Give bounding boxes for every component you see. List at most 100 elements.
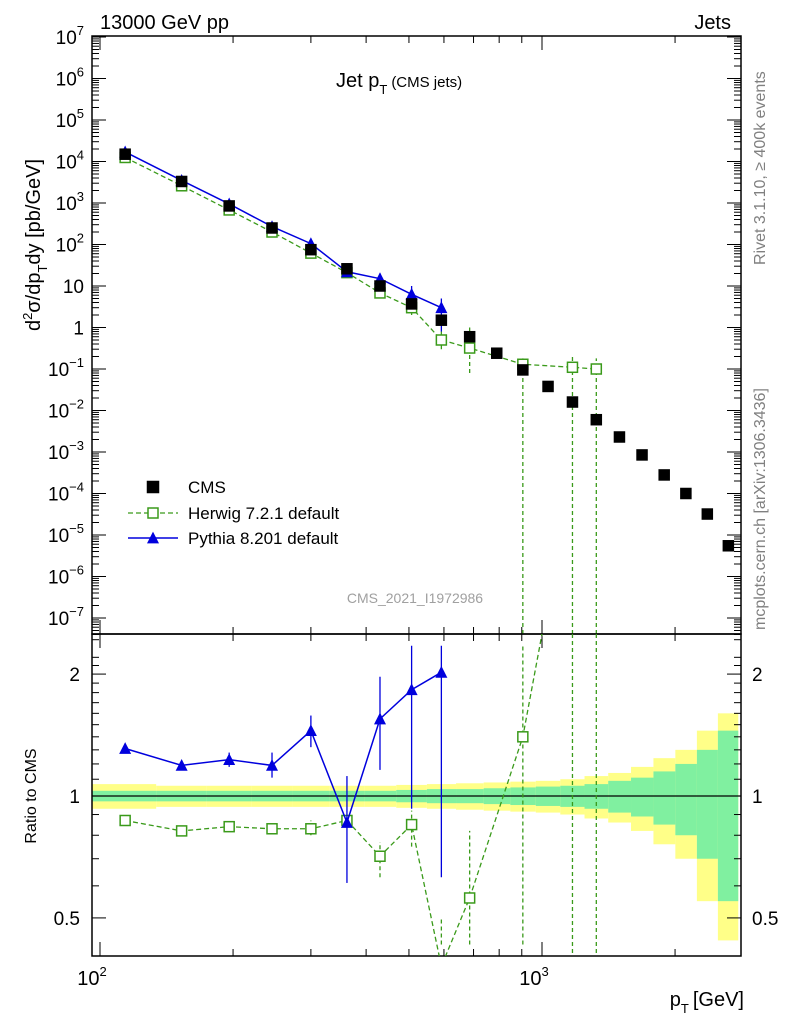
main-y-ticks: 10710610510410310210110−110−210−310−410−…	[48, 23, 741, 641]
ratio-y-ticks: 0.5 0.5 1 1 2 2	[54, 656, 778, 930]
ratio-y-axis-label: Ratio to CMS	[23, 748, 40, 843]
cms-point	[658, 469, 670, 481]
legend-label-pythia: Pythia 8.201 default	[188, 529, 339, 548]
ratio-frame	[91, 633, 742, 957]
legend-label-cms: CMS	[188, 478, 226, 497]
ratio-pythia-point	[119, 742, 132, 754]
x-tick-label: 103	[519, 964, 548, 990]
cms-point	[266, 222, 278, 234]
legend-marker-herwig	[147, 507, 159, 519]
ratio-herwig-point	[175, 825, 188, 837]
x-axis-label: pT [GeV]	[670, 989, 744, 1016]
cms-point	[722, 540, 735, 552]
legend-marker-pythia	[147, 531, 159, 544]
cms-point	[374, 280, 386, 292]
y-tick-label: 10−6	[48, 563, 84, 589]
ratio-herwig-point	[374, 850, 386, 862]
y-tick-label: 105	[56, 106, 84, 132]
cms-point	[590, 413, 603, 426]
ratio-pythia-point	[435, 665, 448, 678]
y-tick-label: 107	[56, 23, 84, 49]
herwig-point	[463, 342, 476, 354]
ratio-pythia-point	[340, 816, 353, 828]
ratio-pythia-point	[223, 753, 236, 765]
cms-point	[175, 175, 188, 188]
ratio-pythia-point	[175, 759, 188, 771]
ratio-herwig-point	[405, 818, 418, 831]
ratio-y-tick-label: 0.5	[54, 909, 80, 930]
header-right: Jets	[694, 12, 731, 34]
ratio-herwig-clipped	[125, 634, 597, 956]
legend-item-herwig: Herwig 7.2.1 default	[128, 504, 339, 523]
ratio-herwig-point	[463, 892, 476, 904]
legend-item-cms: CMS	[146, 478, 226, 497]
ratio-pythia-point	[304, 724, 317, 737]
header-left: 13000 GeV pp	[100, 12, 229, 34]
herwig-point	[566, 361, 579, 374]
ratio-band-inner-bin	[696, 749, 718, 859]
legend-item-pythia: Pythia 8.201 default	[128, 529, 339, 548]
cms-point	[305, 243, 317, 256]
ratio-herwig-point	[119, 814, 131, 827]
plot-title-subscript: T	[379, 82, 387, 97]
cms-point	[680, 487, 692, 500]
legend: CMS Herwig 7.2.1 default Pythia 8.201 defa…	[128, 478, 339, 548]
pythia-point	[405, 287, 418, 300]
ratio-y-tick-label: 1	[69, 787, 80, 808]
ratio-panel: 0.5 0.5 1 1 2 2	[54, 633, 778, 957]
ratio-y-tick-label: 2	[69, 665, 80, 686]
cms-point	[405, 298, 418, 310]
legend-marker-cms	[146, 480, 160, 494]
ratio-pythia-point	[405, 683, 418, 696]
main-panel: 102 10310710610510410310210110−110−210−31…	[48, 23, 742, 990]
y-tick-label: 102	[56, 231, 84, 257]
y-tick-label: 10−3	[48, 438, 84, 464]
ratio-y-tick-label-right: 0.5	[752, 909, 778, 930]
ratio-band-inner-bin	[675, 763, 697, 836]
ratio-herwig-point	[305, 823, 317, 835]
ratio-herwig-point	[517, 731, 529, 743]
y-tick-label: 10−5	[48, 521, 84, 547]
ratio-pythia-series	[119, 645, 448, 883]
cms-point	[435, 314, 448, 326]
cms-point	[119, 148, 131, 160]
herwig-point	[590, 363, 603, 375]
cms-point	[701, 508, 714, 520]
x-ticks: 102 103	[77, 36, 676, 990]
x-tick-label: 102	[77, 964, 106, 990]
analysis-id: CMS_2021_I1972986	[347, 590, 483, 606]
y-tick-label: 10−1	[48, 355, 84, 381]
plot-title: Jet pT (CMS jets)	[336, 70, 462, 97]
herwig-point	[435, 334, 448, 346]
source-label: mcplots.cern.ch [arXiv:1306.3436]	[752, 388, 769, 630]
cms-point	[542, 380, 554, 393]
rivet-label: Rivet 3.1.10, ≥ 400k events	[752, 71, 769, 265]
y-tick-label: 104	[56, 148, 84, 174]
cms-series	[119, 148, 735, 552]
y-tick-label: 10−7	[48, 604, 84, 630]
cms-point	[613, 431, 626, 443]
pythia-point	[435, 301, 448, 314]
y-tick-label: 10−4	[48, 480, 84, 506]
cms-point	[636, 449, 648, 461]
y-tick-label: 103	[56, 189, 84, 215]
cms-point	[463, 330, 476, 343]
plot-title-suffix: (CMS jets)	[391, 74, 462, 91]
ratio-band-inner-bin	[717, 730, 739, 902]
ratio-herwig-line	[125, 634, 543, 956]
y-tick-label: 106	[56, 65, 84, 91]
ratio-pythia-point	[373, 712, 386, 725]
main-y-axis-label: d2σ/dpTdy [pb/GeV]	[20, 159, 50, 331]
ratio-band-inner-bin	[631, 777, 654, 817]
cms-point	[566, 396, 579, 408]
ratio-herwig-point	[223, 820, 235, 833]
y-tick-label: 10−2	[48, 397, 84, 423]
cms-point	[491, 347, 503, 359]
ratio-band-inner-bin	[653, 771, 676, 825]
cms-point	[517, 364, 529, 376]
y-tick-label: 1	[73, 319, 84, 340]
ratio-band-inner-bin	[608, 780, 632, 813]
ratio-y-tick-label-right: 2	[752, 665, 763, 686]
ratio-herwig-point	[266, 823, 278, 835]
